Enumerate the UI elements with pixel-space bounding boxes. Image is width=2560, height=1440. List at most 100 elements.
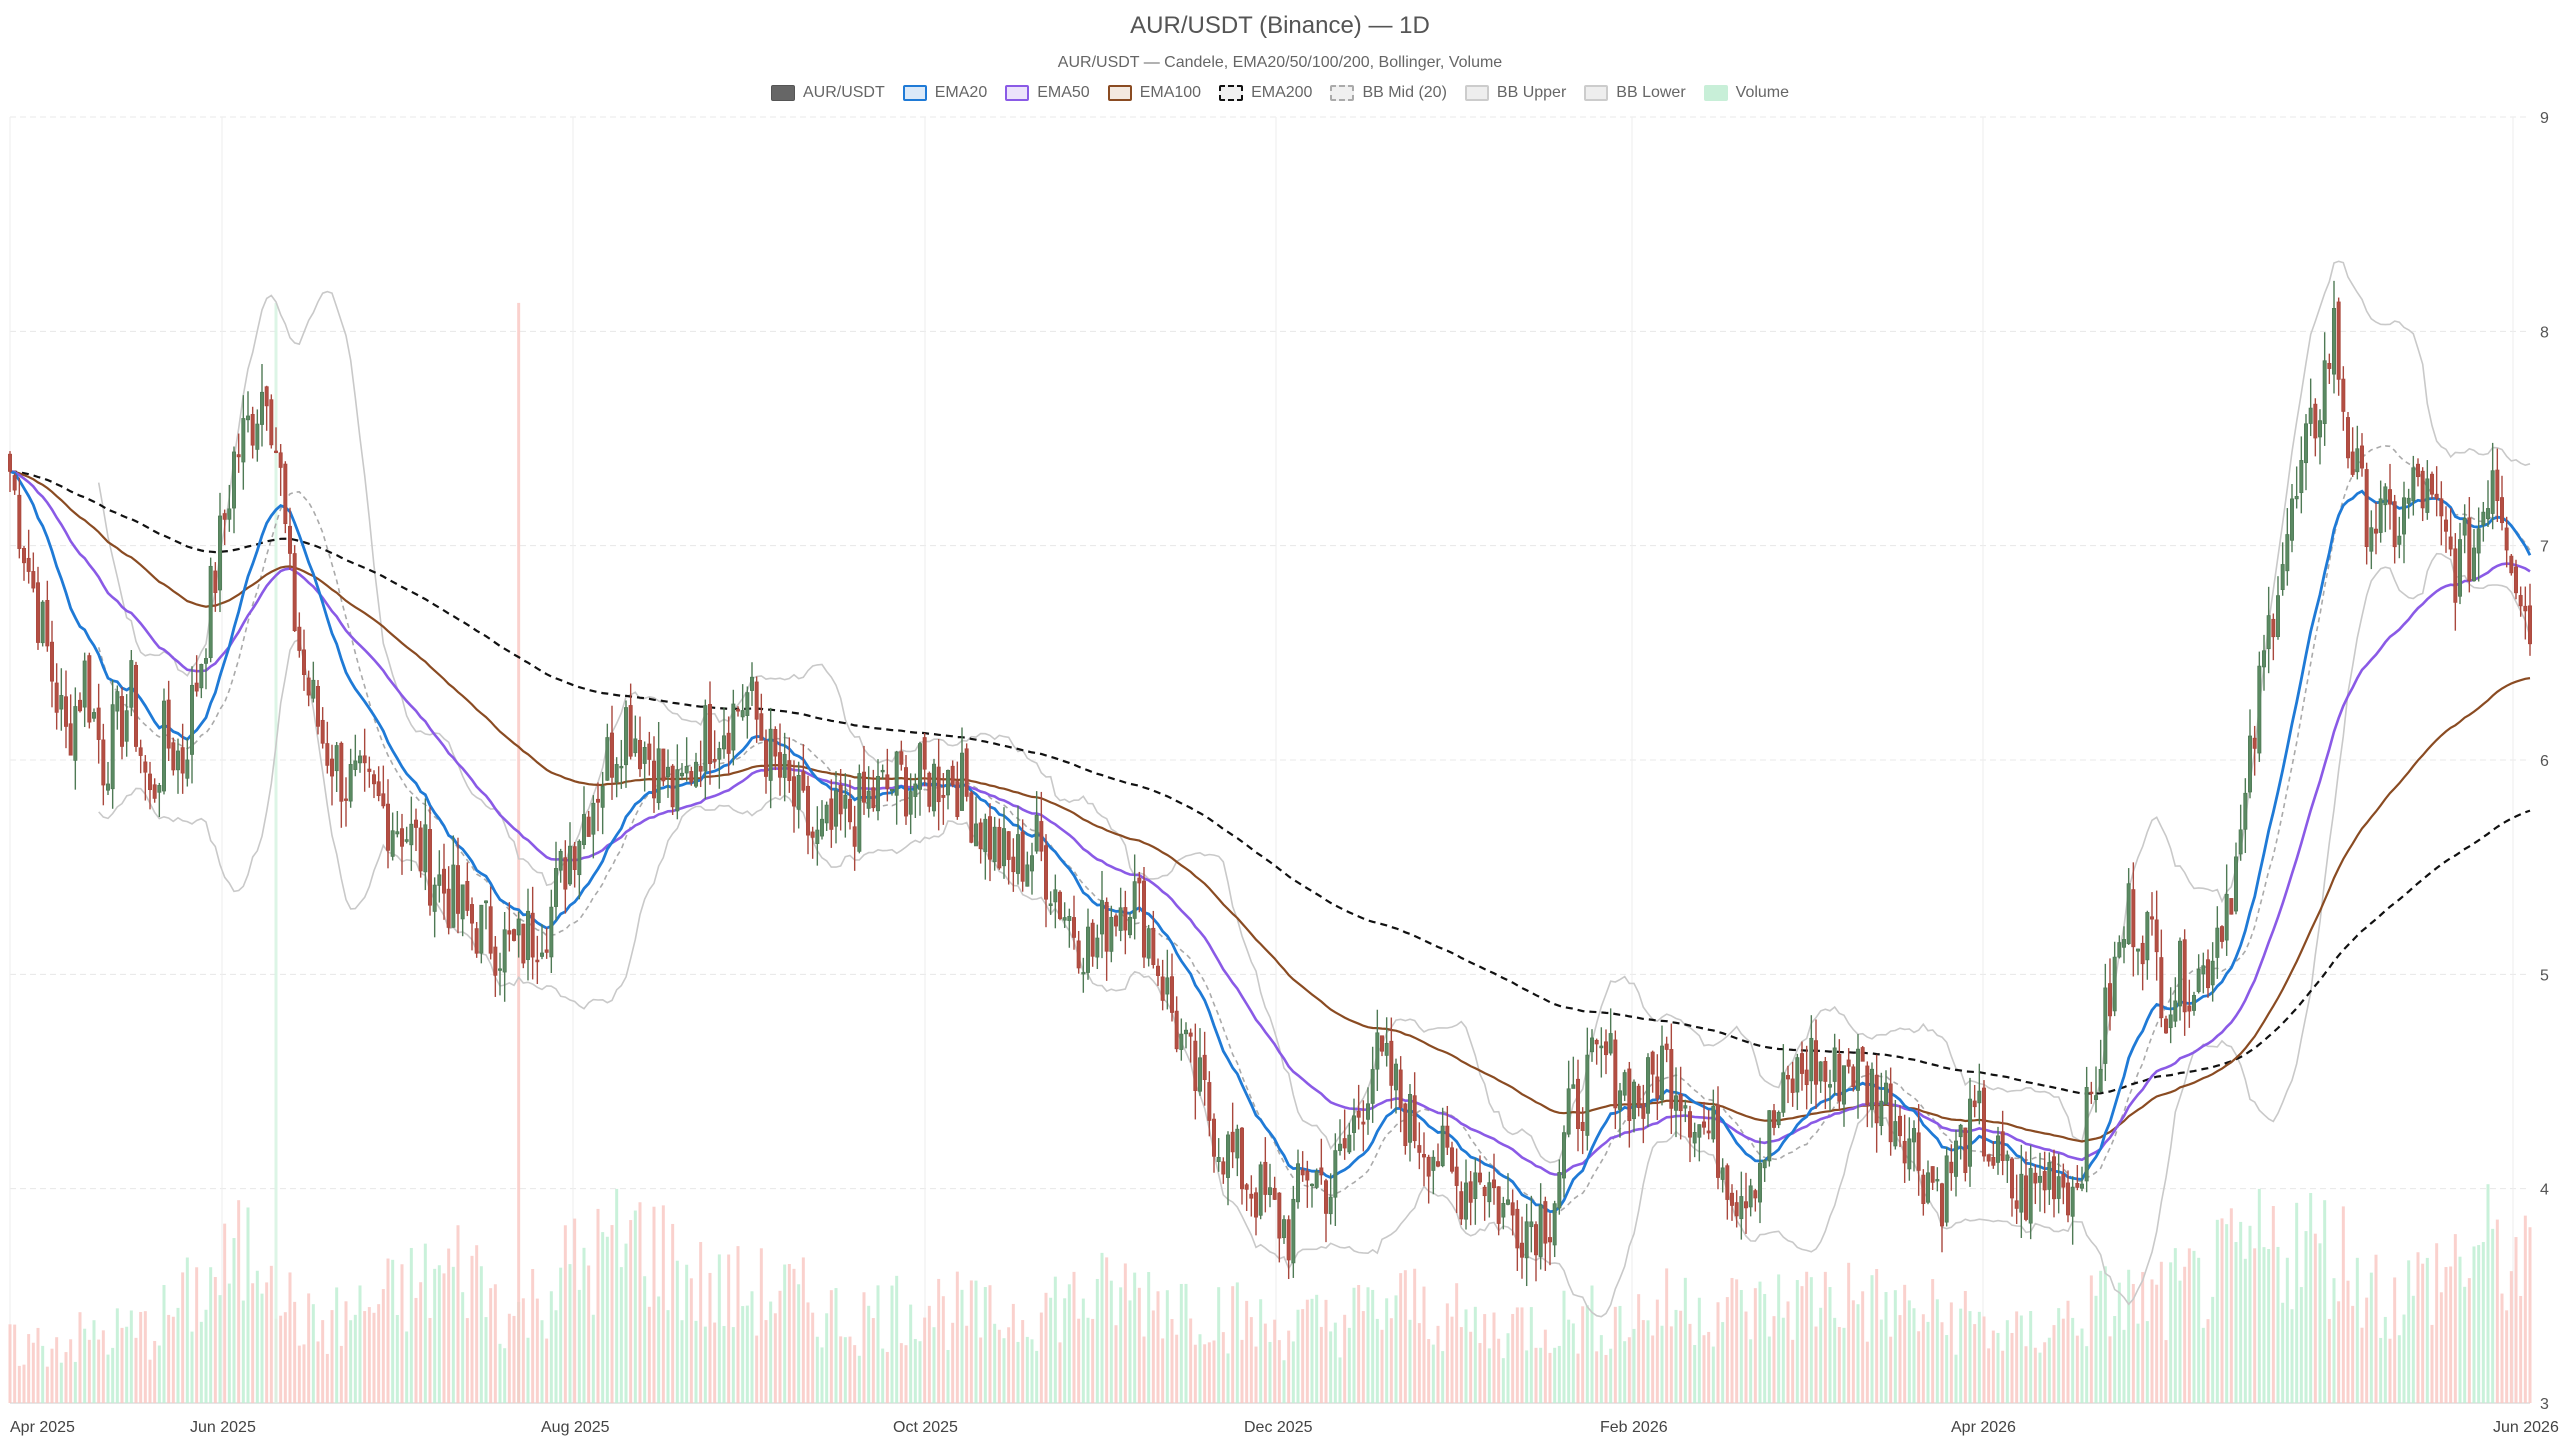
candle-body [960, 752, 964, 811]
volume-bar [218, 1295, 222, 1403]
candle-body [2416, 463, 2420, 478]
legend-item-8[interactable]: Volume [1703, 84, 1789, 102]
volume-bar [1875, 1269, 1879, 1403]
candle-body [647, 743, 652, 760]
volume-bar [1959, 1308, 1963, 1403]
x-tick-label: Jun 2026 [2493, 1419, 2559, 1436]
legend-item-2[interactable]: EMA50 [1005, 84, 1090, 102]
volume-bar [1231, 1286, 1235, 1403]
candle-body [2150, 916, 2154, 920]
candle-body [2154, 919, 2159, 953]
candle-body [1846, 1059, 1851, 1067]
candle-body [1417, 1145, 1422, 1153]
candle-body [101, 739, 106, 786]
volume-bar [1212, 1340, 1216, 1403]
volume-bar [937, 1278, 941, 1403]
volume-bar [1315, 1294, 1319, 1403]
volume-bar [1693, 1344, 1697, 1403]
volume-bar [680, 1320, 684, 1403]
volume-bar [316, 1341, 320, 1403]
candle-body [1221, 1161, 1226, 1175]
volume-bar [624, 1243, 628, 1403]
volume-bar [2477, 1245, 2481, 1403]
candle-body [670, 765, 675, 808]
candle-body [1837, 1053, 1842, 1102]
legend-item-3[interactable]: EMA100 [1107, 84, 1201, 102]
volume-bar [2080, 1328, 2084, 1403]
volume-bar [293, 1301, 297, 1403]
legend-item-6[interactable]: BB Upper [1464, 84, 1566, 102]
legend-item-1[interactable]: EMA20 [902, 84, 988, 102]
candle-body [2206, 959, 2210, 989]
volume-bar [2374, 1254, 2378, 1403]
candle-body [1034, 814, 1039, 852]
volume-bar [1282, 1360, 1286, 1403]
candle-body [1748, 1185, 1753, 1208]
volume-bar [993, 1323, 997, 1403]
volume-bar [909, 1304, 913, 1403]
candle-body [390, 830, 395, 857]
legend-item-5[interactable]: BB Mid (20) [1330, 84, 1447, 102]
legend-item-0[interactable]: AUR/USDT [770, 84, 885, 102]
candle-body [2360, 445, 2364, 469]
legend-label: EMA20 [934, 84, 988, 101]
volume-bar [2150, 1279, 2154, 1403]
volume-bar [1030, 1339, 1034, 1403]
volume-bar [381, 1289, 385, 1403]
ema50-line [9, 470, 2531, 1176]
volume-bar [839, 1336, 843, 1403]
volume-bar [2057, 1308, 2061, 1403]
candle-body [983, 818, 988, 853]
legend-label: EMA50 [1037, 84, 1090, 101]
candle-body [2467, 517, 2472, 582]
candle-body [2084, 1087, 2089, 1182]
candle-body [1655, 1076, 1660, 1099]
volume-bar [2285, 1257, 2289, 1403]
candle-body [8, 453, 12, 472]
volume-bar [1366, 1287, 1370, 1403]
candle-body [470, 904, 474, 924]
volume-bar [582, 1247, 586, 1403]
volume-bar [666, 1310, 670, 1403]
legend-item-7[interactable]: BB Lower [1584, 84, 1686, 102]
candle-body [171, 742, 176, 771]
candle-body [1702, 1121, 1706, 1128]
volume-bar [1469, 1331, 1473, 1403]
volume-bar [1627, 1337, 1631, 1403]
legend-item-4[interactable]: EMA200 [1219, 84, 1312, 102]
candle-body [190, 684, 194, 755]
volume-bar [2491, 1228, 2495, 1403]
volume-bar [465, 1318, 469, 1403]
volume-bar [1749, 1339, 1753, 1403]
candle-body [1118, 907, 1123, 931]
volume-bar [2010, 1332, 2014, 1403]
candle-body [1636, 1085, 1641, 1108]
volume-bar [1949, 1302, 1953, 1403]
volume-bar [1506, 1333, 1510, 1403]
volume-bar [265, 1282, 269, 1403]
candle-body [2378, 498, 2383, 533]
candle-body [1081, 972, 1086, 975]
candle-body [656, 748, 661, 804]
volume-bar [386, 1258, 390, 1403]
volume-bar [1287, 1330, 1291, 1403]
volume-bar [806, 1302, 810, 1403]
volume-bar [1595, 1351, 1599, 1403]
legend-swatch [1219, 85, 1244, 101]
volume-bar [148, 1359, 152, 1403]
volume-bar [1025, 1336, 1029, 1403]
volume-bar [1063, 1298, 1067, 1403]
candle-body [876, 775, 880, 812]
volume-bar [405, 1331, 409, 1403]
y-tick-label: 4 [2540, 1182, 2549, 1199]
volume-bar [722, 1325, 726, 1403]
candle-body [2313, 403, 2318, 439]
candle-body [2327, 363, 2332, 369]
candle-body [1604, 1041, 1608, 1056]
volume-bar [428, 1317, 432, 1403]
candle-body [1086, 926, 1090, 973]
volume-bar [1240, 1339, 1244, 1403]
candle-body [213, 570, 218, 594]
